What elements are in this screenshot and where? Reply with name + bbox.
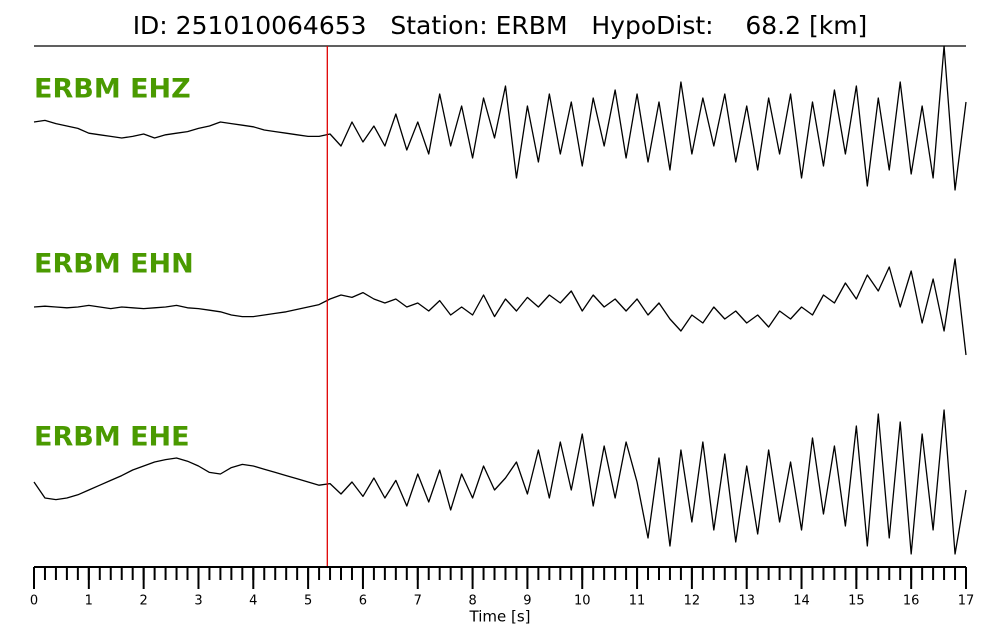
trace-label: ERBM EHE	[34, 422, 190, 453]
trace-label: ERBM EHZ	[34, 74, 191, 105]
x-tick-label: 14	[793, 594, 810, 609]
trace	[33, 258, 967, 356]
x-tick-label: 15	[848, 594, 865, 609]
x-tick-label: 7	[414, 594, 422, 609]
x-tick-label: 13	[738, 594, 755, 609]
x-tick-label: 10	[574, 594, 591, 609]
x-tick-label: 12	[684, 594, 701, 609]
x-tick-label: 11	[629, 594, 646, 609]
trace	[33, 45, 967, 191]
x-tick-label: 17	[958, 594, 975, 609]
x-tick-label: 9	[523, 594, 531, 609]
x-tick-label: 2	[140, 594, 148, 609]
x-tick-label: 3	[194, 594, 202, 609]
chart-title: ID: 251010064653 Station: ERBM HypoDist:…	[133, 11, 868, 40]
x-tick-label: 6	[359, 594, 367, 609]
x-tick-label: 16	[903, 594, 920, 609]
x-tick-label: 0	[30, 594, 38, 609]
x-axis-label: Time [s]	[469, 608, 531, 626]
x-tick-label: 5	[304, 594, 312, 609]
trace-label: ERBM EHN	[34, 249, 194, 280]
x-tick-label: 1	[85, 594, 93, 609]
trace	[33, 409, 967, 555]
x-tick-label: 4	[249, 594, 257, 609]
x-tick-label: 8	[468, 594, 476, 609]
